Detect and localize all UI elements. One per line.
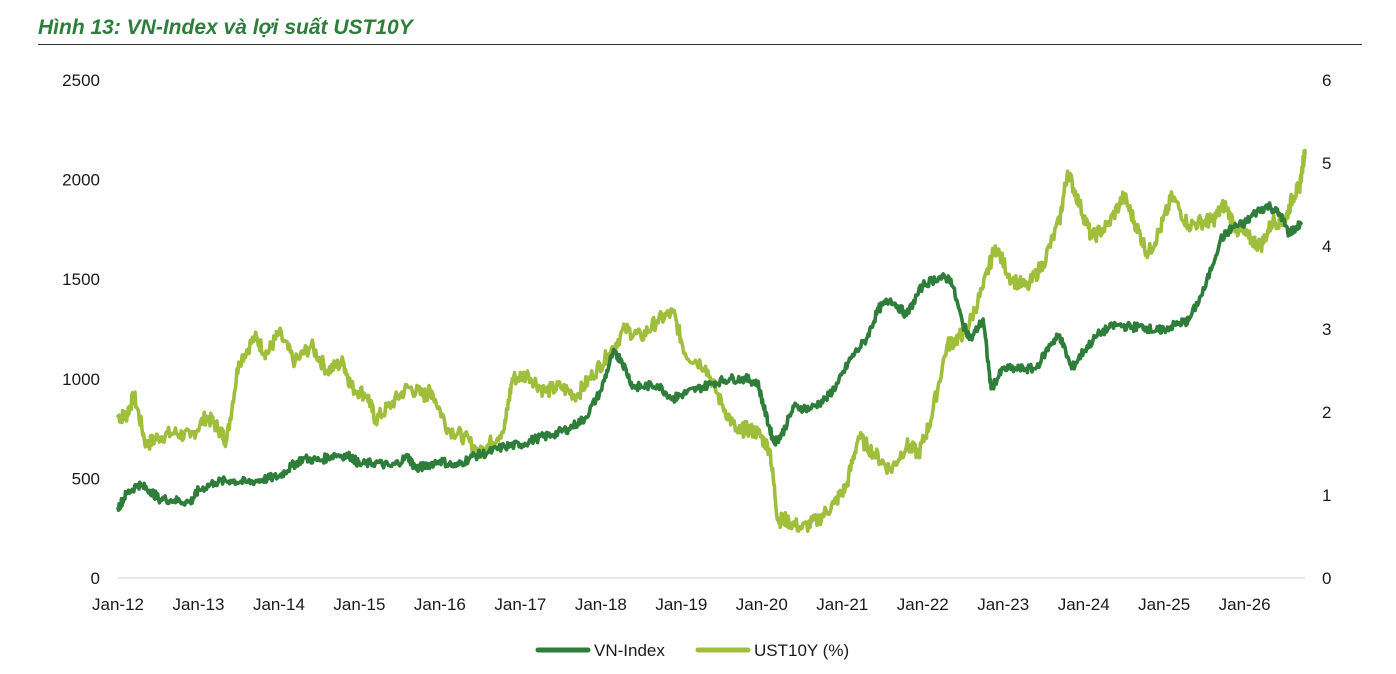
right-y-tick-label: 0 <box>1322 569 1331 588</box>
left-y-tick-label: 1500 <box>62 270 100 289</box>
right-y-tick-label: 4 <box>1322 237 1331 256</box>
legend-label-ust10y: UST10Y (%) <box>754 641 849 660</box>
x-tick-label: Jan-14 <box>253 595 305 614</box>
ust10y-line <box>116 148 1307 534</box>
left-y-tick-label: 0 <box>91 569 100 588</box>
left-y-ticks: 0 500 1000 1500 2000 2500 <box>62 71 100 588</box>
right-y-tick-label: 1 <box>1322 486 1331 505</box>
figure-title: Hình 13: VN-Index và lợi suất UST10Y <box>38 16 413 39</box>
left-y-tick-label: 2000 <box>62 171 100 190</box>
x-ticks: Jan-12 Jan-13 Jan-14 Jan-15 Jan-16 Jan-17 Jan-… <box>92 595 1271 614</box>
vn-index-line <box>116 201 1303 513</box>
x-tick-label: Jan-24 <box>1058 595 1110 614</box>
right-y-tick-label: 2 <box>1322 403 1331 422</box>
x-tick-label: Jan-25 <box>1138 595 1190 614</box>
x-tick-label: Jan-13 <box>172 595 224 614</box>
x-tick-label: Jan-17 <box>494 595 546 614</box>
x-tick-label: Jan-16 <box>414 595 466 614</box>
x-tick-label: Jan-12 <box>92 595 144 614</box>
right-y-tick-label: 3 <box>1322 320 1331 339</box>
right-y-ticks: 0 1 2 3 4 5 6 <box>1322 71 1331 588</box>
left-y-tick-label: 1000 <box>62 370 100 389</box>
x-tick-label: Jan-15 <box>333 595 385 614</box>
x-tick-label: Jan-21 <box>816 595 868 614</box>
title-rule <box>38 44 1362 45</box>
series-lines <box>116 148 1307 534</box>
legend: VN-Index UST10Y (%) <box>535 641 849 660</box>
x-tick-label: Jan-22 <box>897 595 949 614</box>
legend-label-vn-index: VN-Index <box>594 641 665 660</box>
right-y-tick-label: 6 <box>1322 71 1331 90</box>
x-tick-label: Jan-20 <box>736 595 788 614</box>
x-tick-label: Jan-19 <box>655 595 707 614</box>
x-tick-label: Jan-26 <box>1219 595 1271 614</box>
left-y-tick-label: 2500 <box>62 71 100 90</box>
left-y-tick-label: 500 <box>72 469 100 488</box>
x-tick-label: Jan-23 <box>977 595 1029 614</box>
x-tick-label: Jan-18 <box>575 595 627 614</box>
right-y-tick-label: 5 <box>1322 154 1331 173</box>
